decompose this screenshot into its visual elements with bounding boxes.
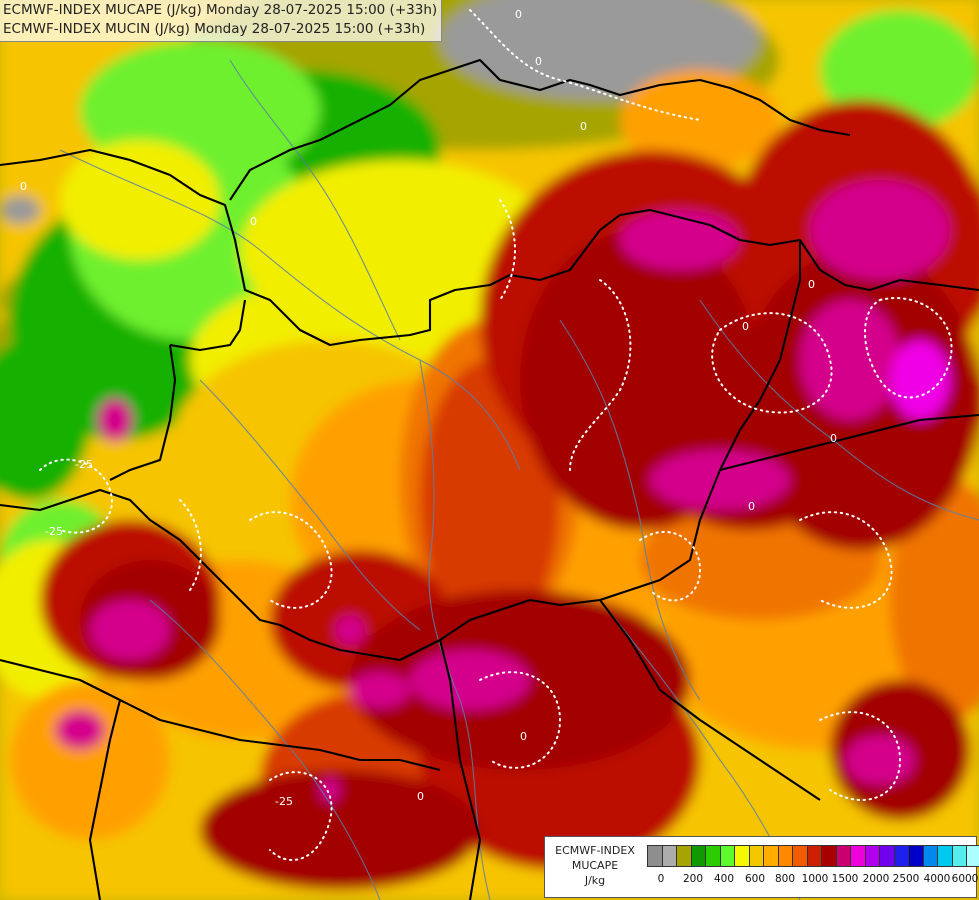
legend-tick-label: 200	[682, 873, 704, 885]
legend-swatch	[676, 845, 692, 867]
legend-tick-label: 2500	[892, 873, 920, 885]
legend-swatch	[908, 845, 924, 867]
map-title-box: ECMWF-INDEX MUCAPE (J/kg) Monday 28-07-2…	[0, 0, 443, 42]
contour-label: 0	[417, 790, 424, 803]
legend-title-model: ECMWF-INDEX	[555, 844, 635, 857]
cape-region-grey	[0, 196, 40, 224]
cape-region-magenta	[620, 210, 740, 270]
contour-label: 0	[535, 55, 542, 68]
legend-title-unit: J/kg	[584, 874, 606, 887]
cape-region-magenta	[97, 398, 133, 442]
legend-swatch	[821, 845, 837, 867]
cape-region-crimson	[200, 770, 480, 890]
cape-region-magenta	[800, 300, 900, 420]
legend-tick-label: 2000	[862, 873, 890, 885]
legend-swatch	[777, 845, 793, 867]
legend-title: ECMWF-INDEX MUCAPE J/kg	[549, 843, 641, 888]
cape-region-magenta	[55, 710, 105, 750]
mucin-contours	[39, 9, 953, 861]
contour-label-layer: 0 0 0 0 0 0 0 0 -25 -25 -25 0 0 0	[20, 8, 837, 808]
legend-swatch-bar	[647, 845, 979, 867]
legend-swatch	[864, 845, 880, 867]
cape-region-magenta	[90, 600, 170, 660]
country-borders	[0, 58, 979, 900]
contour-label: -25	[275, 795, 293, 808]
legend-swatch	[879, 845, 895, 867]
legend-tick-label: 600	[744, 873, 766, 885]
legend-swatch	[966, 845, 979, 867]
contour-label: 0	[808, 278, 815, 291]
legend-swatch	[748, 845, 764, 867]
legend-swatch	[893, 845, 909, 867]
cape-region-magenta	[810, 180, 950, 280]
legend-swatch	[690, 845, 706, 867]
contour-label: 0	[20, 180, 27, 193]
legend-swatch	[806, 845, 822, 867]
cape-region-magenta	[845, 735, 915, 785]
legend-swatch	[937, 845, 953, 867]
cape-region-orange	[620, 70, 780, 170]
legend-tick-label: 6000	[951, 873, 979, 885]
legend-swatch	[661, 845, 677, 867]
cape-region-dark-orange	[890, 480, 979, 720]
contour-label: -25	[75, 458, 93, 471]
legend-tick-label: 800	[774, 873, 796, 885]
legend-title-param: MUCAPE	[571, 859, 619, 872]
legend-swatch	[850, 845, 866, 867]
cape-region-magenta	[335, 615, 365, 645]
mucin-title: ECMWF-INDEX MUCIN (J/kg) Monday 28-07-20…	[3, 21, 426, 37]
cape-region-yellow	[60, 140, 220, 260]
cape-region-orange	[10, 680, 170, 840]
cape-region-magenta	[410, 650, 530, 710]
legend-tick-label: 1500	[831, 873, 859, 885]
contour-label: -25	[45, 525, 63, 538]
contour-label: 0	[830, 432, 837, 445]
legend-swatch	[763, 845, 779, 867]
cape-region-pink	[890, 340, 950, 420]
mucape-title: ECMWF-INDEX MUCAPE (J/kg) Monday 28-07-2…	[3, 2, 438, 18]
contour-label: 0	[748, 500, 755, 513]
color-legend: ECMWF-INDEX MUCAPE J/kg 0 200 400 600 800 100…	[544, 836, 979, 898]
legend-swatch	[647, 845, 663, 867]
legend-swatch	[792, 845, 808, 867]
legend-tick-label: 4000	[923, 873, 951, 885]
legend-tick-label: 0	[657, 873, 665, 885]
cape-region-lime	[820, 10, 979, 130]
contour-label: 0	[250, 215, 257, 228]
cape-region-magenta	[350, 672, 410, 708]
legend-swatch	[951, 845, 967, 867]
legend-tick-label: 400	[713, 873, 735, 885]
legend-swatch	[922, 845, 938, 867]
contour-label: 0	[742, 320, 749, 333]
contour-label: 0	[515, 8, 522, 21]
legend-swatch	[705, 845, 721, 867]
legend-tick-row: 0 200 400 600 800 1000 1500 2000 2500 4000 6000	[545, 873, 979, 889]
legend-swatch	[734, 845, 750, 867]
legend-tick-label: 1000	[801, 873, 829, 885]
contour-label: 0	[580, 120, 587, 133]
cape-region-magenta	[650, 450, 790, 510]
legend-swatch	[835, 845, 851, 867]
contour-label: 0	[520, 730, 527, 743]
legend-swatch	[719, 845, 735, 867]
